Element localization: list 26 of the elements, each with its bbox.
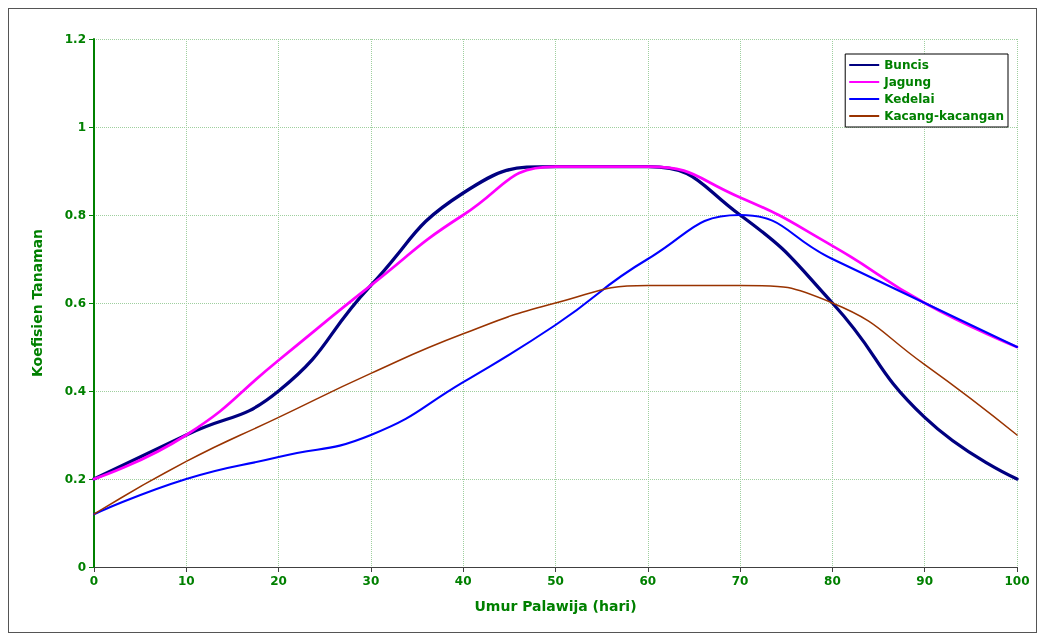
legend-label: Buncis: [884, 58, 929, 72]
x-tick-label: 100: [1004, 574, 1030, 588]
y-axis-title: Koefisien Tanaman: [29, 228, 45, 378]
line-series: [93, 284, 1018, 515]
legend-label: Kedelai: [884, 92, 935, 106]
y-tick-label: 0.4: [64, 384, 86, 398]
y-tick-label: 1: [77, 120, 86, 134]
x-tick-label: 70: [731, 574, 749, 588]
x-tick-label: 20: [270, 574, 287, 588]
x-tick-label: 60: [639, 574, 657, 588]
line-series: [92, 213, 1019, 516]
legend-label: Kacang-kacangan: [884, 109, 1005, 123]
x-axis-title: Umur Palawija (hari): [474, 598, 637, 614]
legend-label: Jagung: [883, 75, 932, 89]
x-tick-label: 40: [454, 574, 472, 588]
x-tick-label: 80: [824, 574, 841, 588]
y-tick-label: 0.6: [64, 296, 86, 310]
x-tick-label: 30: [362, 574, 380, 588]
y-tick-label: 0.8: [64, 208, 86, 222]
y-tick-label: 1.2: [64, 32, 86, 46]
y-tick-label: 0.2: [64, 472, 86, 486]
x-tick-label: 50: [547, 574, 564, 588]
y-tick-label: 0: [77, 560, 86, 574]
x-tick-label: 90: [916, 574, 934, 588]
x-tick-label: 0: [89, 574, 99, 588]
x-tick-label: 10: [177, 574, 195, 588]
